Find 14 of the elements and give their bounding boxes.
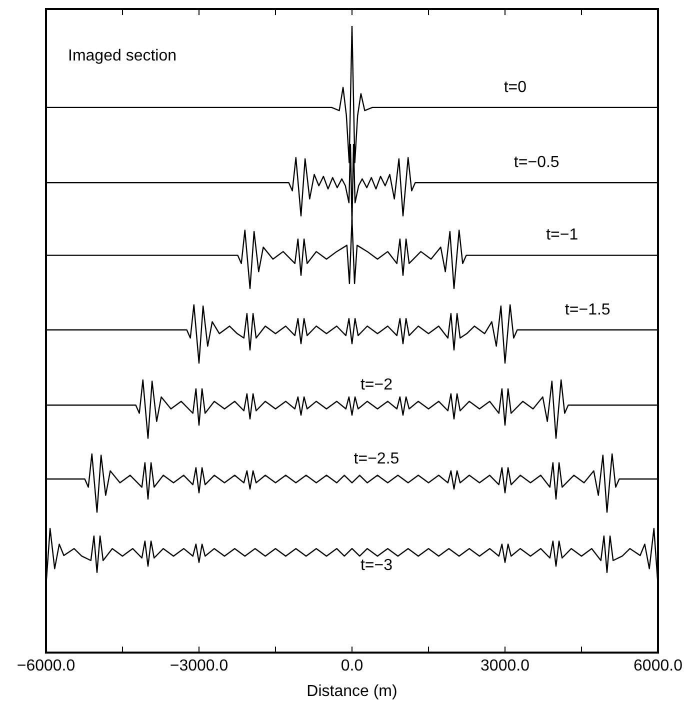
annotation: Imaged section bbox=[68, 47, 177, 64]
x-tick-label: −6000.0 bbox=[16, 658, 76, 675]
series-label: t=−3 bbox=[360, 556, 393, 574]
x-tick-label: 0.0 bbox=[340, 658, 364, 675]
x-tick-label: 3000.0 bbox=[480, 658, 530, 675]
series-label: t=−0.5 bbox=[514, 154, 560, 172]
series-label: t=0 bbox=[504, 78, 527, 96]
series-label: t=−2 bbox=[360, 376, 393, 394]
x-tick-label: 6000.0 bbox=[634, 658, 683, 675]
series-label: t=−1 bbox=[546, 226, 578, 244]
series-label: t=−2.5 bbox=[354, 450, 400, 468]
x-tick-label: −3000.0 bbox=[170, 658, 228, 675]
x-axis-title: Distance (m) bbox=[306, 682, 398, 700]
series-label: t=−1.5 bbox=[564, 301, 610, 318]
